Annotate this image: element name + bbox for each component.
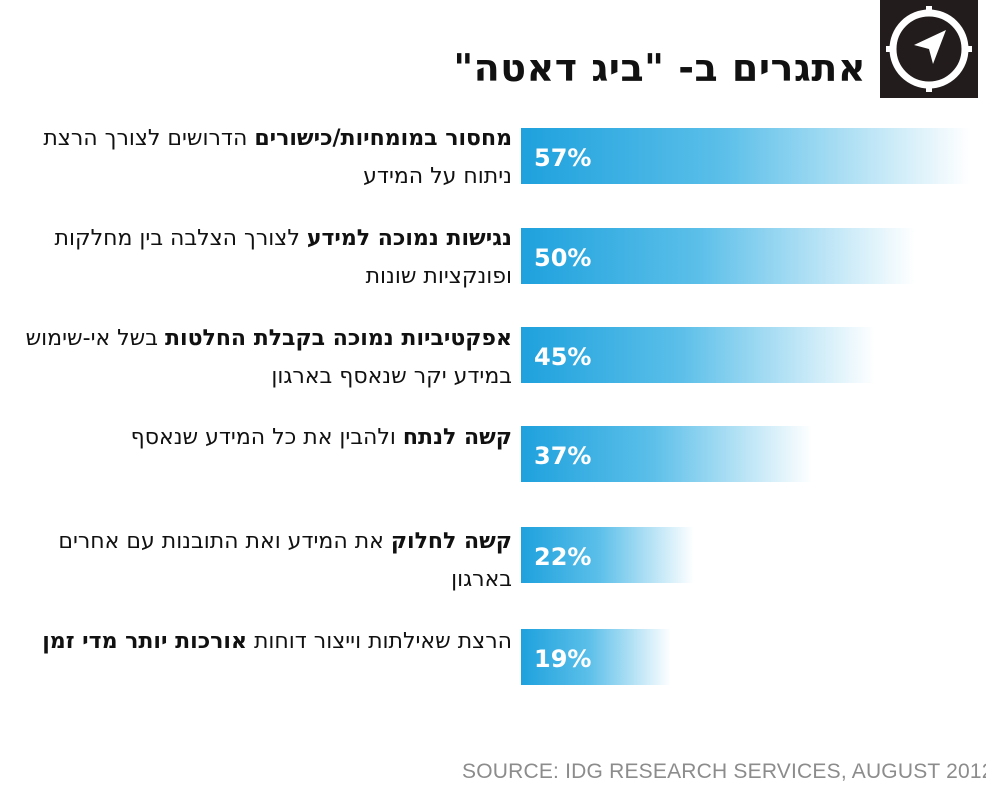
category-label-text-part: הרצת שאילתות וייצור דוחות [246,629,512,654]
category-label-text-part: בשל אי-שימוש במידע יקר שנאסף בארגון [25,326,512,389]
category-label-5: קשה לחלוק את המידע ואת התובנות עם אחרים … [12,523,512,599]
category-label-bold-part: מחסור במומחיות/כישורים [254,126,512,151]
category-label-1: מחסור במומחיות/כישורים הדרושים לצורך הרצ… [12,120,512,196]
bar-2 [521,228,915,284]
category-label-text-part: הדרושים לצורך הרצת ניתוח על המידע [43,126,512,189]
bar-6 [521,629,671,685]
category-label-bold-part: נגישות נמוכה למידע [306,226,512,251]
page-title: אתגרים ב- "ביג דאטה" [453,46,866,90]
category-label-bold-part: קשה לנתח [402,425,512,450]
source-note: SOURCE: IDG RESEARCH SERVICES, AUGUST 20… [462,760,986,783]
category-label-bold-part: אורכות יותר מדי זמן [42,629,247,654]
bar-value-label-1: 57% [534,144,591,172]
category-label-bold-part: קשה לחלוק [390,529,512,554]
bar-value-label-4: 37% [534,442,591,470]
category-label-4: קשה לנתח ולהבין את כל המידע שנאסף [12,419,512,457]
bar-3 [521,327,875,383]
category-label-bold-part: אפקטיביות נמוכה בקבלת החלטות [164,326,512,351]
bar-value-label-3: 45% [534,343,591,371]
category-label-text-part: לצורך הצלבה בין מחלקות ופונקציות שונות [54,226,512,289]
bar-value-label-5: 22% [534,543,591,571]
bar-1 [521,128,970,184]
bar-5 [521,527,694,583]
bar-4 [521,426,812,482]
logo [880,0,978,98]
compass-navigation-icon [886,6,972,92]
category-label-text-part: ולהבין את כל המידע שנאסף [130,425,403,450]
category-label-text-part: את המידע ואת התובנות עם אחרים בארגון [58,529,512,592]
bar-value-label-6: 19% [534,645,591,673]
bar-value-label-2: 50% [534,244,591,272]
category-label-2: נגישות נמוכה למידע לצורך הצלבה בין מחלקו… [12,220,512,296]
category-label-6: הרצת שאילתות וייצור דוחות אורכות יותר מד… [12,623,512,661]
category-label-3: אפקטיביות נמוכה בקבלת החלטות בשל אי-שימו… [12,320,512,396]
